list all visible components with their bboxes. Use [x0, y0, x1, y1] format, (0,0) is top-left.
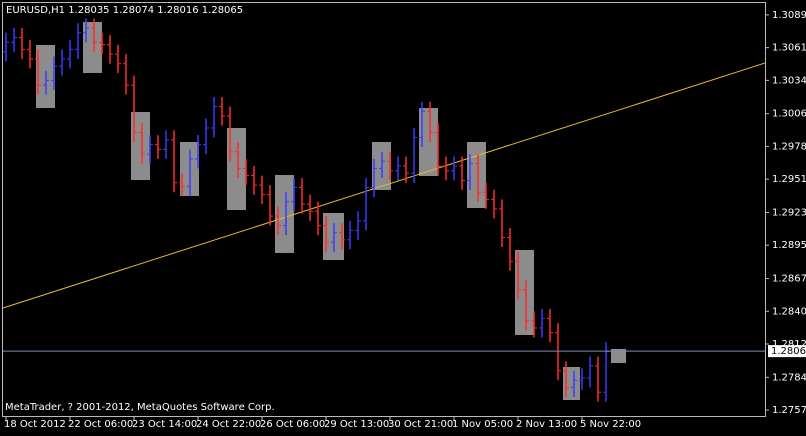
y-tick-label: 1.28675 — [772, 274, 806, 285]
box — [83, 22, 102, 73]
box — [131, 112, 150, 180]
y-tick-label: 1.30890 — [772, 10, 806, 21]
x-tick-label: 24 Oct 22:00 — [196, 419, 261, 430]
y-tick-label: 1.27570 — [772, 405, 806, 416]
bid-label-box — [768, 345, 806, 358]
box — [275, 175, 294, 253]
y-tick-label: 1.28125 — [772, 339, 806, 350]
y-tick-label: 1.28400 — [772, 306, 806, 317]
y-tick-label: 1.29230 — [772, 207, 806, 218]
x-tick-label: 30 Oct 21:00 — [388, 419, 453, 430]
y-tick-label: 1.27845 — [772, 372, 806, 383]
copyright: MetaTrader, ? 2001-2012, MetaQuotes Soft… — [5, 402, 275, 413]
x-tick-label: 18 Oct 2012 — [4, 419, 66, 430]
x-tick-label: 22 Oct 06:00 — [68, 419, 133, 430]
box — [419, 108, 438, 176]
box — [467, 142, 486, 208]
box — [611, 349, 626, 363]
trend-line — [2, 62, 766, 309]
box — [563, 367, 580, 400]
x-tick-label: 26 Oct 06:00 — [260, 419, 325, 430]
y-tick-label: 1.30340 — [772, 75, 806, 86]
x-tick-label: 1 Nov 05:00 — [452, 419, 513, 430]
x-tick-label: 23 Oct 14:00 — [132, 419, 197, 430]
session-boxes — [36, 22, 626, 400]
y-tick-label: 1.28955 — [772, 240, 806, 251]
y-tick-label: 1.30615 — [772, 43, 806, 54]
x-tick-label: 5 Nov 22:00 — [580, 419, 641, 430]
box — [515, 250, 534, 335]
x-tick-label: 2 Nov 13:00 — [516, 419, 577, 430]
bid-label: 1.28065 — [771, 346, 806, 357]
x-tick-label: 29 Oct 13:00 — [324, 419, 389, 430]
y-tick-label: 1.29510 — [772, 174, 806, 185]
chart-title: EURUSD,H1 1.28035 1.28074 1.28016 1.2806… — [6, 5, 243, 16]
plot-frame — [2, 2, 766, 417]
box — [227, 128, 246, 210]
y-tick-label: 1.30060 — [772, 109, 806, 120]
y-tick-label: 1.29785 — [772, 141, 806, 152]
